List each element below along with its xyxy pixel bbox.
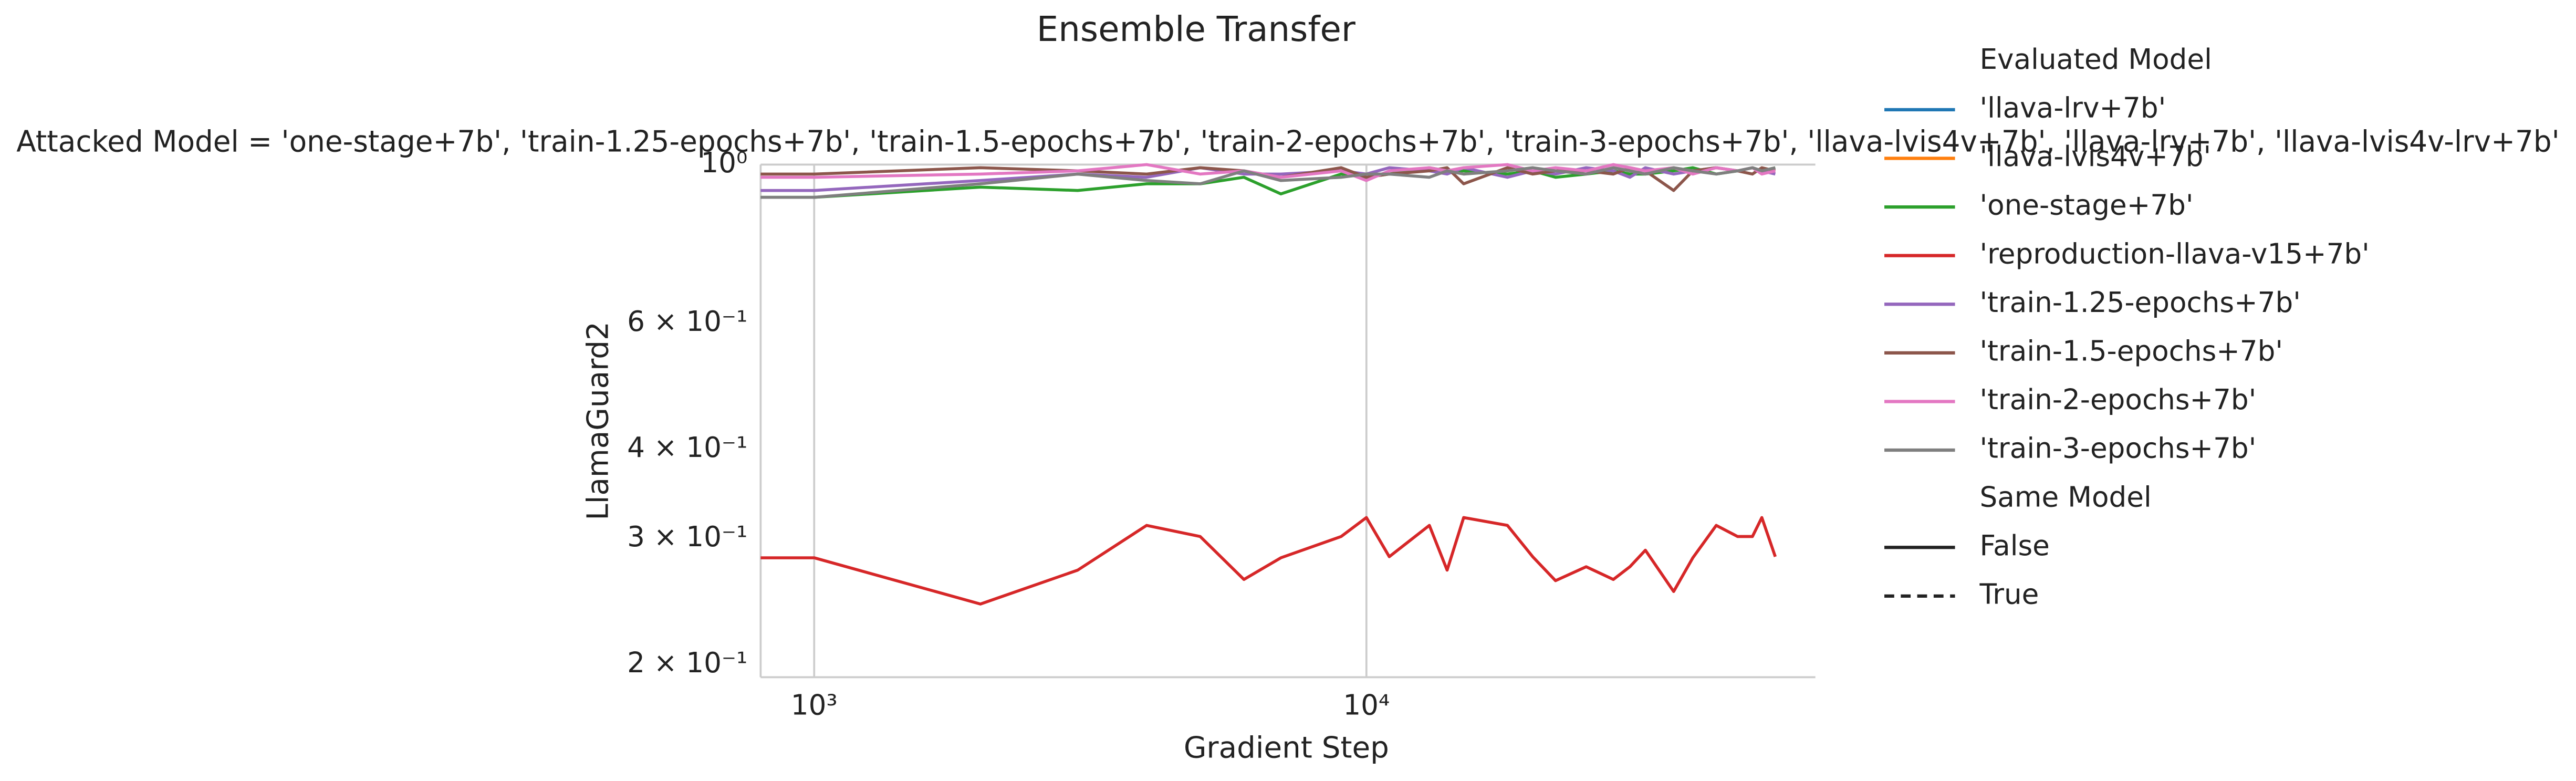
legend-label: 'train-3-epochs+7b' xyxy=(1979,432,2256,465)
legend-label: 'llava-lvis4v+7b' xyxy=(1979,140,2211,173)
legend-title: Same Model xyxy=(1979,481,2151,513)
y-axis-label: LlamaGuard2 xyxy=(581,321,615,520)
series-line xyxy=(760,516,1777,606)
legend-label: 'train-1.25-epochs+7b' xyxy=(1979,286,2300,319)
legend-label: 'llava-lrv+7b' xyxy=(1979,92,2166,124)
legend-label: 'train-2-epochs+7b' xyxy=(1979,383,2256,416)
x-tick-label: 10⁴ xyxy=(1343,689,1390,721)
y-tick-label: 10⁰ xyxy=(701,147,747,179)
x-axis-label: Gradient Step xyxy=(1184,731,1389,765)
legend-label: True xyxy=(1979,578,2039,610)
y-tick-label: 4 × 10⁻¹ xyxy=(627,431,747,464)
series-line xyxy=(760,166,1776,199)
chart-title: Ensemble Transfer xyxy=(1037,9,1355,49)
y-tick-label: 2 × 10⁻¹ xyxy=(627,647,747,679)
legend-label: 'one-stage+7b' xyxy=(1979,189,2193,222)
legend-label: 'train-1.5-epochs+7b' xyxy=(1979,335,2283,368)
y-tick-label: 3 × 10⁻¹ xyxy=(627,520,747,553)
legend-label: 'reproduction-llava-v15+7b' xyxy=(1979,237,2369,270)
series-line xyxy=(760,166,1776,199)
x-tick-label: 10³ xyxy=(791,689,838,721)
legend-label: False xyxy=(1979,529,2049,562)
legend-title: Evaluated Model xyxy=(1979,43,2212,76)
series-line xyxy=(760,166,1776,192)
y-tick-label: 6 × 10⁻¹ xyxy=(627,305,747,338)
series-line xyxy=(760,163,1776,182)
chart-subtitle: Attacked Model = 'one-stage+7b', 'train-… xyxy=(16,124,2559,159)
